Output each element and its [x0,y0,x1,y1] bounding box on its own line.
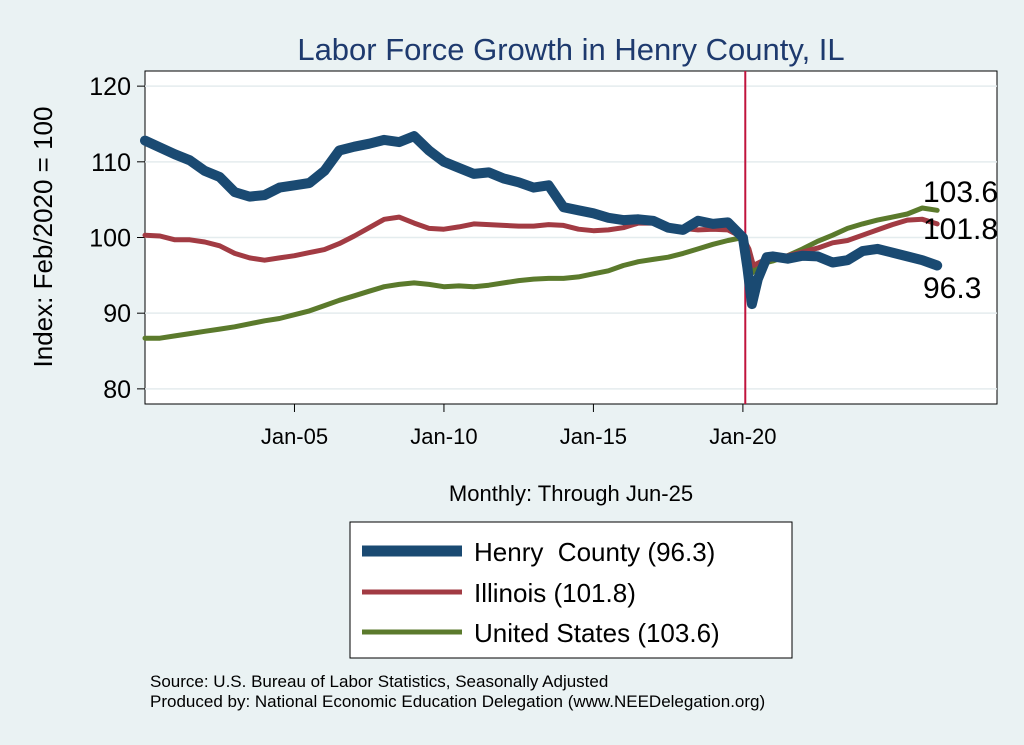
source-note: Source: U.S. Bureau of Labor Statistics,… [150,672,609,691]
end-label-henry-county: 96.3 [923,272,981,305]
y-tick-label-80: 80 [103,376,131,404]
end-label-united-states: 103.6 [923,176,998,209]
end-label-illinois: 101.8 [923,213,998,246]
end-labels: 96.3 101.8 103.6 [923,176,998,305]
series-lines [140,131,943,341]
x-axis: Jan-05 Jan-10 Jan-15 Jan-20 [261,404,777,449]
series-line-henry-county [140,131,943,310]
legend: Henry County (96.3) Illinois (101.8) Uni… [349,521,793,659]
y-axis: 80 90 100 110 120 [89,73,145,404]
x-tick-label-jan-05: Jan-05 [261,424,328,449]
x-tick-label-jan-10: Jan-10 [410,424,477,449]
x-axis-label: Monthly: Through Jun-25 [449,481,693,506]
chart-title: Labor Force Growth in Henry County, IL [297,32,844,67]
legend-label-united-states: United States (103.6) [474,618,720,648]
legend-label-henry-county: Henry County (96.3) [474,537,715,567]
legend-label-illinois: Illinois (101.8) [474,578,636,608]
y-tick-label-90: 90 [103,300,131,328]
producer-note: Produced by: National Economic Education… [150,692,766,711]
y-axis-label: Index: Feb/2020 = 100 [28,107,58,368]
y-tick-label-120: 120 [89,73,131,101]
gridlines [145,85,997,390]
y-tick-label-110: 110 [91,149,131,177]
y-tick-label-100: 100 [89,225,131,253]
x-tick-label-jan-20: Jan-20 [709,424,776,449]
x-tick-label-jan-15: Jan-15 [560,424,627,449]
